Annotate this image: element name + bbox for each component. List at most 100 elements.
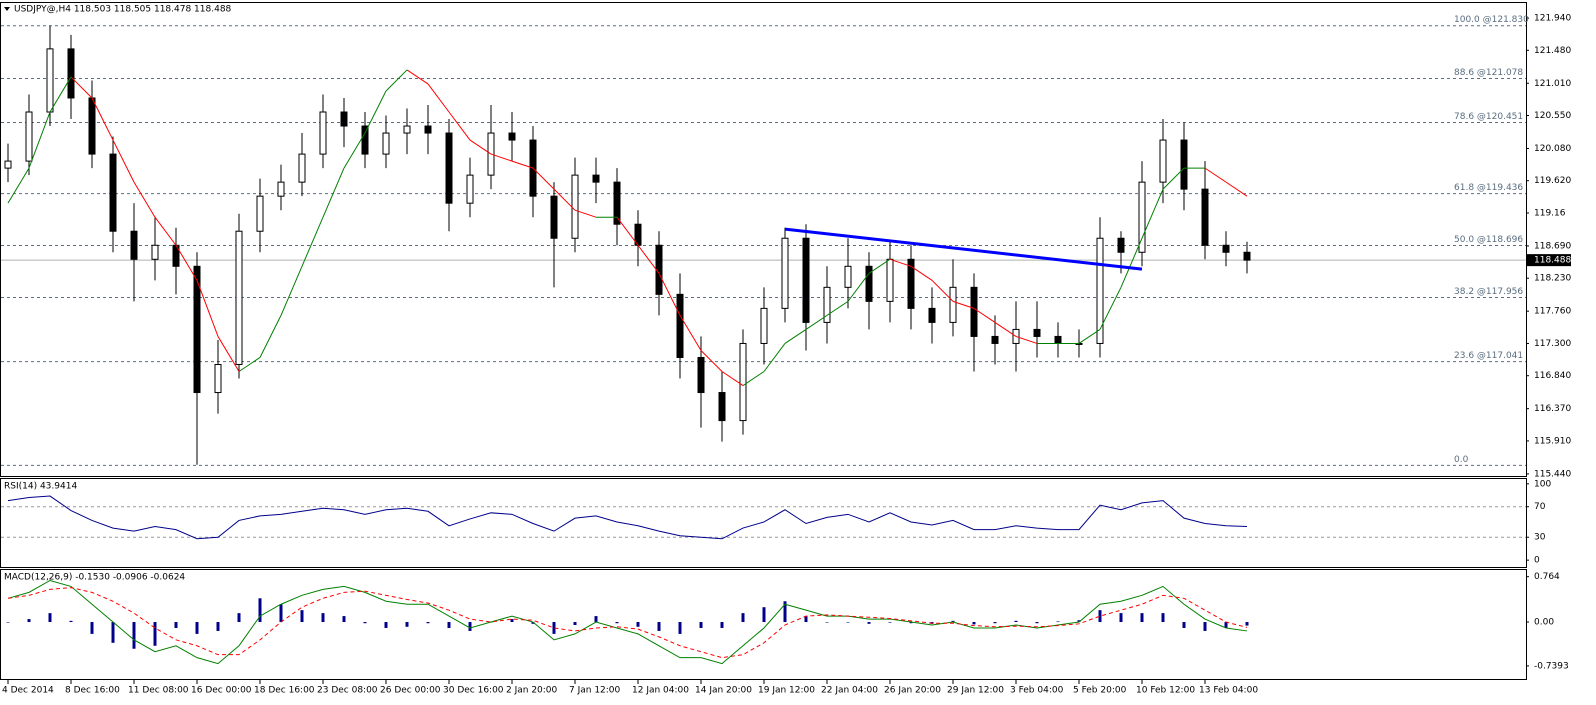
y-tick-label: 0.764	[1534, 572, 1560, 582]
candle-body	[340, 111, 348, 127]
candle-body	[886, 258, 894, 302]
macd-bar	[846, 622, 850, 623]
candle-body	[844, 265, 852, 288]
candle-body	[823, 286, 831, 323]
moving-average	[994, 321, 1017, 337]
y-tick-label: 117.300	[1534, 339, 1571, 349]
moving-average	[763, 343, 786, 372]
moving-average	[700, 350, 723, 372]
macd-bar	[636, 622, 640, 627]
x-tick-label: 3 Feb 04:00	[1010, 686, 1064, 696]
x-tick-label: 4 Dec 2014	[2, 686, 54, 696]
macd-bar	[1224, 622, 1228, 628]
macd-bar	[342, 616, 346, 623]
y-tick-label: 121.940	[1534, 14, 1571, 24]
moving-average	[259, 315, 282, 358]
macd-bar	[678, 622, 682, 634]
macd-bar	[762, 607, 766, 623]
x-tick-label: 8 Dec 16:00	[65, 686, 120, 696]
candle-body	[25, 111, 33, 162]
fib-label: 88.6 @121.078	[1454, 68, 1523, 78]
y-tick-label: 119.620	[1534, 176, 1571, 186]
candle-body	[46, 48, 54, 113]
x-tick-label: 10 Feb 12:00	[1136, 686, 1195, 696]
macd-bar	[195, 622, 199, 634]
macd-bar	[888, 622, 892, 623]
macd-bar	[1119, 613, 1123, 623]
moving-average	[1204, 167, 1227, 183]
macd-bar	[741, 613, 745, 623]
macd-title: MACD(12,26,9) -0.1530 -0.0906 -0.0624	[4, 573, 185, 583]
moving-average	[322, 167, 345, 218]
candle-body	[466, 174, 474, 204]
macd-bar	[279, 604, 283, 623]
moving-average	[238, 357, 261, 372]
candle-body	[739, 342, 747, 422]
macd-bar	[216, 622, 220, 631]
candle-body	[781, 237, 789, 309]
x-tick-label: 5 Feb 20:00	[1073, 686, 1127, 696]
rsi-title: RSI(14) 43.9414	[4, 482, 77, 492]
moving-average	[280, 266, 303, 316]
candle-body	[949, 286, 957, 323]
moving-average	[1099, 287, 1122, 330]
macd-bar	[825, 622, 829, 623]
y-tick-label: -0.7393	[1534, 661, 1569, 671]
moving-average	[28, 111, 51, 169]
rsi-panel	[0, 478, 1527, 568]
macd-bar	[6, 622, 10, 623]
macd-bar	[300, 610, 304, 623]
macd-bar	[384, 622, 388, 628]
moving-average	[553, 188, 576, 211]
price-panel	[0, 2, 1527, 477]
moving-average	[973, 307, 996, 323]
moving-average	[175, 245, 198, 281]
macd-bar	[657, 622, 661, 631]
price-title: USDJPY@,H4 118.503 118.505 118.478 118.4…	[14, 5, 232, 15]
candle-body	[193, 265, 201, 394]
candle-body	[991, 335, 999, 344]
candle-body	[256, 195, 264, 232]
x-tick-label: 13 Feb 04:00	[1199, 686, 1258, 696]
moving-average	[1015, 335, 1038, 344]
candle-body	[1159, 139, 1167, 183]
candle-body	[1222, 244, 1230, 253]
candle-body	[109, 153, 117, 232]
moving-average	[952, 300, 975, 309]
trendline	[784, 227, 1143, 271]
moving-average	[742, 371, 765, 386]
moving-average	[889, 258, 912, 267]
macd-bar	[720, 622, 724, 628]
moving-average	[91, 97, 114, 141]
candle-body	[802, 237, 810, 323]
moving-average	[385, 69, 408, 92]
candle-body	[970, 286, 978, 337]
y-tick-label: 119.16	[1534, 208, 1566, 218]
macd-bar	[405, 622, 409, 627]
macd-bar	[174, 622, 178, 628]
moving-average	[490, 153, 513, 162]
x-tick-label: 30 Dec 16:00	[443, 686, 504, 696]
moving-average	[721, 371, 744, 386]
candle-body	[130, 230, 138, 260]
macd-bar	[699, 622, 703, 628]
candle-body	[571, 174, 579, 239]
y-tick-label: 0	[1534, 556, 1540, 566]
y-tick-label: 100	[1534, 479, 1551, 489]
macd-bar	[510, 619, 514, 623]
moving-average	[217, 336, 240, 372]
macd-bar	[1161, 613, 1165, 623]
x-tick-label: 22 Jan 04:00	[821, 686, 878, 696]
candle-body	[550, 195, 558, 239]
candle-body	[361, 125, 369, 155]
y-tick-label: 115.910	[1534, 436, 1571, 446]
macd-bar	[909, 622, 913, 624]
macd-bar	[258, 598, 262, 623]
macd-bar	[153, 622, 157, 646]
y-tick-label: 70	[1534, 502, 1546, 512]
candle-body	[508, 132, 516, 141]
moving-average	[406, 69, 429, 85]
candle-body	[235, 230, 243, 365]
candle-body	[718, 392, 726, 422]
